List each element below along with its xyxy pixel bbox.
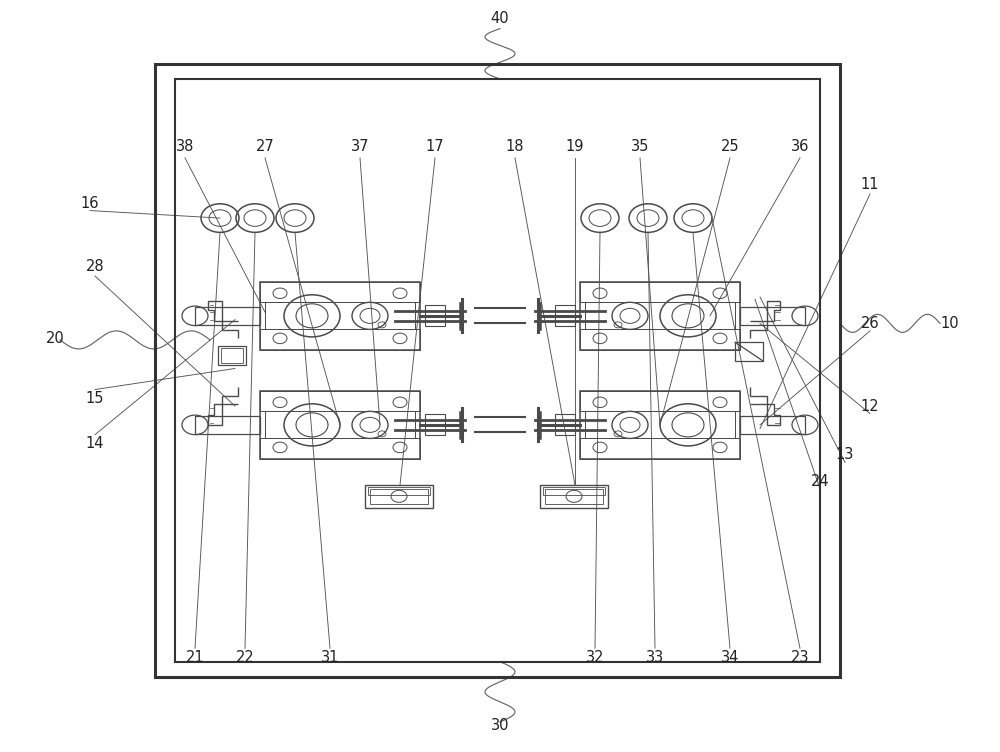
Text: 17: 17 xyxy=(426,139,444,154)
Text: 31: 31 xyxy=(321,650,339,666)
Text: 21: 21 xyxy=(186,650,204,666)
Text: 34: 34 xyxy=(721,650,739,666)
Bar xyxy=(260,329,420,350)
Text: 32: 32 xyxy=(586,650,604,666)
Bar xyxy=(580,438,740,459)
Text: 35: 35 xyxy=(631,139,649,154)
Text: 12: 12 xyxy=(861,399,879,414)
Bar xyxy=(221,348,243,363)
Bar xyxy=(195,307,260,325)
Bar xyxy=(540,485,608,508)
Bar xyxy=(365,485,433,508)
Bar xyxy=(580,282,740,350)
Bar xyxy=(585,302,735,329)
Bar xyxy=(580,391,740,459)
Bar xyxy=(585,411,735,438)
Bar xyxy=(740,416,805,434)
Bar xyxy=(260,438,420,459)
Text: 16: 16 xyxy=(81,196,99,211)
Text: 28: 28 xyxy=(86,259,104,274)
Text: 10: 10 xyxy=(941,316,959,331)
Text: 37: 37 xyxy=(351,139,369,154)
Text: 11: 11 xyxy=(861,177,879,192)
Text: 25: 25 xyxy=(721,139,739,154)
Bar xyxy=(425,414,445,435)
Bar xyxy=(555,414,575,435)
Text: 20: 20 xyxy=(46,331,64,346)
Text: 19: 19 xyxy=(566,139,584,154)
Bar xyxy=(580,329,740,350)
Bar xyxy=(580,391,740,411)
Bar xyxy=(545,489,603,504)
Bar xyxy=(260,391,420,459)
Bar xyxy=(155,64,840,677)
Bar xyxy=(740,307,805,325)
Bar xyxy=(175,79,820,662)
Bar xyxy=(425,305,445,326)
Bar xyxy=(543,487,605,495)
Text: 14: 14 xyxy=(86,436,104,451)
Bar xyxy=(735,342,763,361)
Bar xyxy=(265,302,415,329)
Text: 38: 38 xyxy=(176,139,194,154)
Text: 40: 40 xyxy=(491,11,509,26)
Bar xyxy=(580,282,740,302)
Text: 22: 22 xyxy=(236,650,254,666)
Bar xyxy=(265,411,415,438)
Bar xyxy=(555,305,575,326)
Text: 26: 26 xyxy=(861,316,879,331)
Text: 13: 13 xyxy=(836,447,854,462)
Bar xyxy=(195,416,260,434)
Text: 23: 23 xyxy=(791,650,809,666)
Bar xyxy=(370,489,428,504)
Text: 27: 27 xyxy=(256,139,274,154)
Text: 18: 18 xyxy=(506,139,524,154)
Bar xyxy=(260,282,420,302)
Bar xyxy=(218,346,246,365)
Text: 33: 33 xyxy=(646,650,664,666)
Text: 36: 36 xyxy=(791,139,809,154)
Text: 30: 30 xyxy=(491,718,509,733)
Bar xyxy=(260,391,420,411)
Text: 15: 15 xyxy=(86,391,104,406)
Bar xyxy=(368,487,430,495)
Bar xyxy=(260,282,420,350)
Text: 24: 24 xyxy=(811,474,829,489)
